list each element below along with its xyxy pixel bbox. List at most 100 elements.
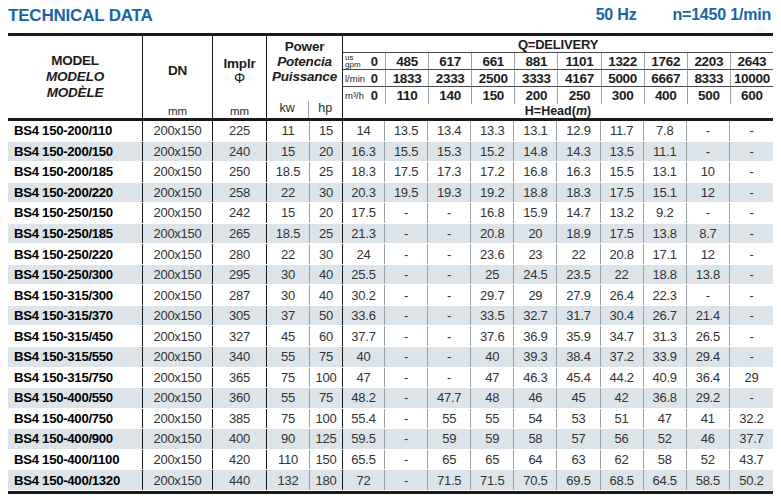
dn-value: 200x150 — [143, 450, 213, 470]
delivery-m3h-label-cell: m³/h 0 — [343, 87, 385, 104]
head-value: - — [730, 162, 773, 182]
hp-value: 30 — [310, 183, 343, 203]
head-value: 41 — [687, 409, 730, 429]
delivery-lmin-value: 2333 — [428, 70, 471, 87]
model-name: BS4 150-250/150 — [8, 203, 143, 223]
dn-value: 200x150 — [143, 285, 213, 305]
kw-value: 22 — [267, 183, 310, 203]
head-value: 62 — [601, 450, 644, 470]
delivery-gpm-value: 1322 — [601, 53, 644, 70]
head-value: 32.2 — [730, 409, 773, 429]
kw-value: 11 — [267, 121, 310, 141]
head-value: 16.3 — [557, 162, 600, 182]
dn-value: 200x150 — [143, 429, 213, 449]
head-value: 40 — [471, 347, 514, 367]
hp-value: 25 — [310, 224, 343, 244]
head-value: - — [730, 306, 773, 326]
head-value: 33.9 — [644, 347, 687, 367]
impeller-value: 265 — [213, 224, 267, 244]
model-name: BS4 150-315/450 — [8, 326, 143, 346]
head-value: - — [687, 142, 730, 162]
dn-value: 200x150 — [143, 121, 213, 141]
model-name: BS4 150-315/370 — [8, 306, 143, 326]
table-row: BS4 150-250/300200x150295304025.5--2524.… — [8, 265, 773, 286]
head-value: 23.6 — [471, 244, 514, 264]
hp-value: 20 — [310, 203, 343, 223]
hp-value: 40 — [310, 285, 343, 305]
head-value: 26.4 — [601, 285, 644, 305]
head-value: - — [428, 285, 471, 305]
head-value: 50.2 — [730, 470, 773, 490]
table-header: MODEL MODELO MODÈLE DN mm Implr Φ mm Pow… — [8, 33, 773, 121]
impeller-value: 225 — [213, 121, 267, 141]
head-value: - — [428, 347, 471, 367]
delivery-m3h-value: 140 — [428, 87, 471, 104]
delivery-m3h-value: 500 — [687, 87, 730, 104]
head-value: 19.5 — [385, 183, 428, 203]
head-value: 17.1 — [644, 244, 687, 264]
head-value: - — [730, 121, 773, 141]
delivery-lmin-value: 3333 — [514, 70, 557, 87]
head-value: 14.7 — [557, 203, 600, 223]
kw-value: 15 — [267, 203, 310, 223]
table-row: BS4 150-315/450200x150327456037.7--37.63… — [8, 326, 773, 347]
model-name: BS4 150-250/220 — [8, 244, 143, 264]
dn-value: 200x150 — [143, 347, 213, 367]
table-row: BS4 150-200/220200x150258223020.319.519.… — [8, 183, 773, 204]
speed-label: n=1450 1/min — [672, 6, 771, 24]
kw-value: 18.5 — [267, 162, 310, 182]
column-header-model: MODEL MODELO MODÈLE — [8, 36, 143, 118]
delivery-gpm-value: 661 — [471, 53, 514, 70]
head-value: 15.5 — [601, 162, 644, 182]
head-value: 26.5 — [687, 326, 730, 346]
model-name: BS4 150-400/550 — [8, 388, 143, 408]
head-value: - — [385, 450, 428, 470]
hp-value: 180 — [310, 470, 343, 490]
head-value: 57 — [557, 429, 600, 449]
us-gpm-unit: us gpm — [345, 54, 361, 68]
head-value: - — [385, 203, 428, 223]
head-value: 14 — [343, 121, 385, 141]
head-value: 31.3 — [644, 326, 687, 346]
model-name: BS4 150-315/300 — [8, 285, 143, 305]
head-value: 29 — [730, 368, 773, 388]
dn-label: DN — [168, 63, 187, 78]
head-value: 21.4 — [687, 306, 730, 326]
head-value: 71.5 — [428, 470, 471, 490]
kw-unit: kw — [267, 101, 309, 118]
head-value: - — [428, 203, 471, 223]
head-value: 26.7 — [644, 306, 687, 326]
head-value: 13.4 — [428, 121, 471, 141]
table-row: BS4 150-200/110200x15022511151413.513.41… — [8, 121, 773, 142]
kw-value: 110 — [267, 450, 310, 470]
head-value: 35.9 — [557, 326, 600, 346]
impeller-value: 250 — [213, 162, 267, 182]
head-value: 13.1 — [514, 121, 557, 141]
head-value: - — [428, 224, 471, 244]
head-value: 58 — [514, 429, 557, 449]
head-value: 15.9 — [514, 203, 557, 223]
delivery-gpm-value: 1762 — [644, 53, 687, 70]
head-value: 15.3 — [428, 142, 471, 162]
head-value: 46.3 — [514, 368, 557, 388]
dn-value: 200x150 — [143, 162, 213, 182]
head-value: 70.5 — [514, 470, 557, 490]
table-row: BS4 150-250/185200x15026518.52521.3--20.… — [8, 224, 773, 245]
dn-value: 200x150 — [143, 470, 213, 490]
head-value: - — [730, 285, 773, 305]
dn-value: 200x150 — [143, 244, 213, 264]
model-name: BS4 150-315/550 — [8, 347, 143, 367]
hp-value: 30 — [310, 244, 343, 264]
head-value: 37.6 — [471, 326, 514, 346]
head-value: 54 — [514, 409, 557, 429]
head-value: 37.7 — [730, 429, 773, 449]
head-value: 34.7 — [601, 326, 644, 346]
catalog-page: TECHNICAL DATA 50 Hz n=1450 1/min MODEL … — [0, 0, 781, 500]
head-value: - — [730, 142, 773, 162]
head-value: 47.7 — [428, 388, 471, 408]
head-value: 10 — [687, 162, 730, 182]
impeller-label: Implr — [223, 56, 255, 71]
head-value: 33.5 — [471, 306, 514, 326]
head-value: 20 — [514, 224, 557, 244]
head-value: 59 — [428, 429, 471, 449]
